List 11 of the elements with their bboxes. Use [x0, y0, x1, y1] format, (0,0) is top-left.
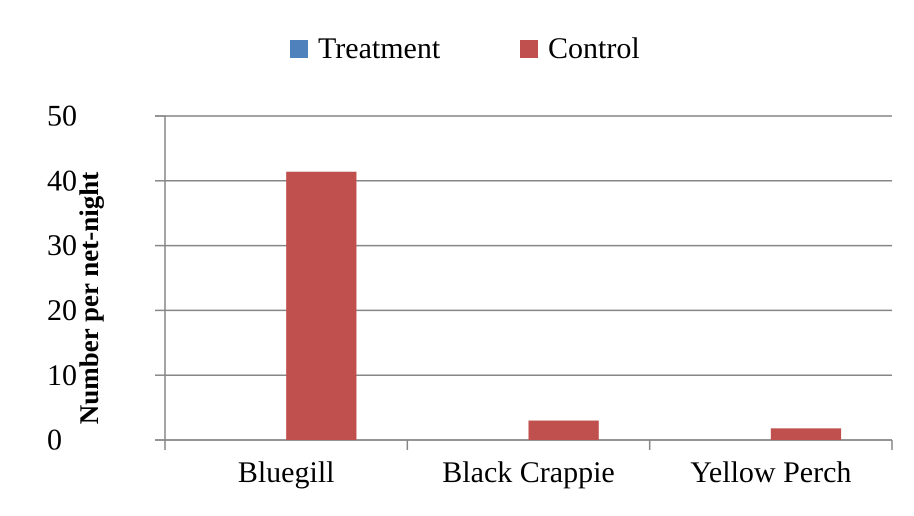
legend-label: Control: [548, 32, 640, 65]
y-tick-label: 50: [47, 100, 77, 133]
y-tick-label: 10: [47, 358, 77, 392]
y-tick-label: 30: [47, 229, 77, 262]
x-tick-label: Black Crappie: [442, 456, 615, 489]
x-tick-label: Bluegill: [238, 456, 335, 489]
y-tick-label: 40: [47, 164, 77, 198]
y-tick-label: 0: [47, 424, 62, 457]
legend-label: Treatment: [318, 32, 441, 65]
y-tick-label: 20: [47, 294, 77, 327]
x-tick-label: Yellow Perch: [690, 456, 852, 489]
